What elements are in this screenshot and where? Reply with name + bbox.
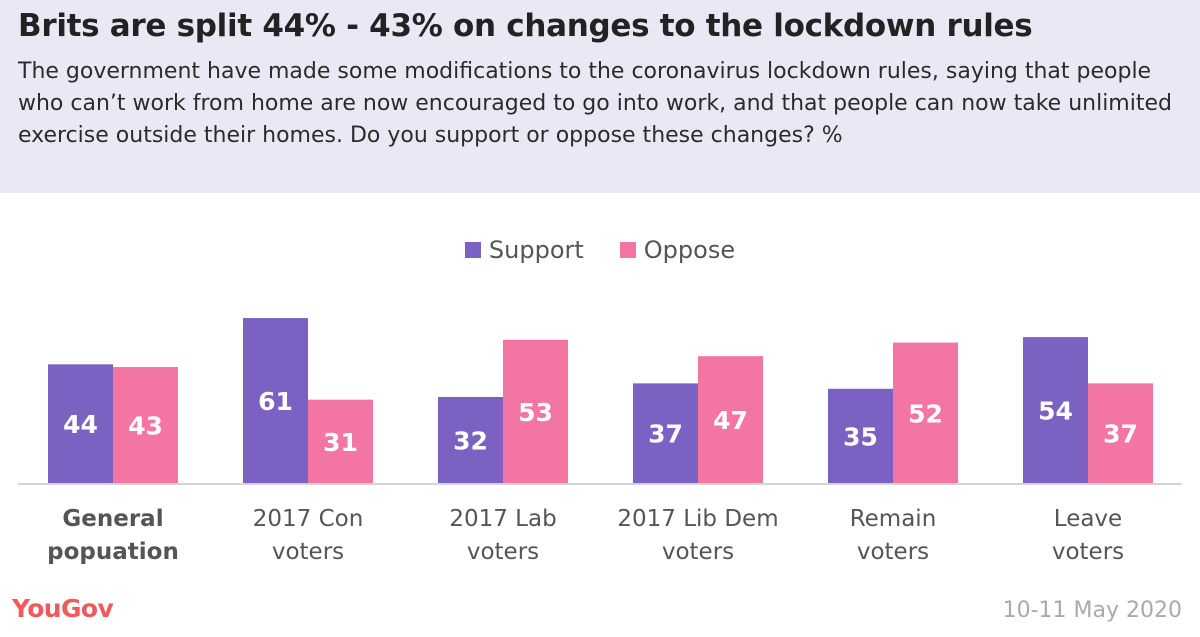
value-label-oppose-2017-con-voters: 31 [323, 428, 358, 457]
bars-group: 44 43 61 31 32 53 37 47 35 52 54 37 [48, 318, 1153, 484]
bar-oppose-remain-voters [893, 342, 958, 484]
bar-support-2017-lab-voters [438, 396, 503, 484]
chart-subtitle: The government have made some modificati… [18, 59, 1172, 148]
bar-support-2017-lib-dem-voters [633, 383, 698, 484]
bar-oppose-2017-con-voters [308, 399, 373, 484]
bar-oppose-leave-voters [1088, 383, 1153, 484]
legend-label-oppose: Oppose [643, 236, 736, 264]
bar-oppose-2017-lab-voters [503, 339, 568, 484]
value-label-support-2017-con-voters: 61 [258, 387, 293, 416]
category-label-leave-voters-line1: Leave [1054, 506, 1122, 532]
legend-label-support: Support [488, 236, 584, 264]
category-label-2017-lab-voters-line1: 2017 Lab [449, 506, 556, 532]
category-label-2017-lab-voters-line2: voters [467, 539, 539, 565]
category-label-leave-voters-line2: voters [1052, 539, 1124, 565]
value-label-oppose-general-popuation: 43 [128, 412, 163, 441]
bar-support-general-popuation [48, 364, 113, 484]
legend-item-oppose: Oppose [619, 236, 736, 264]
category-label-2017-lib-dem-voters-line2: voters [662, 539, 734, 565]
value-label-oppose-2017-lib-dem-voters: 47 [713, 406, 748, 435]
chart-title: Brits are split 44% - 43% on changes to … [18, 8, 1033, 44]
value-label-support-general-popuation: 44 [63, 410, 98, 439]
header-banner: Brits are split 44% - 43% on changes to … [0, 0, 1200, 193]
category-label-general-popuation-line2: popuation [47, 539, 179, 565]
category-label-remain-voters-line1: Remain [850, 506, 937, 532]
category-label-2017-lib-dem-voters-line1: 2017 Lib Dem [617, 506, 778, 532]
value-label-support-leave-voters: 54 [1038, 397, 1073, 426]
bar-support-leave-voters [1023, 337, 1088, 484]
legend-swatch-oppose [619, 242, 636, 258]
category-label-remain-voters-line2: voters [857, 539, 929, 565]
value-label-oppose-leave-voters: 37 [1103, 420, 1138, 449]
bar-oppose-2017-lib-dem-voters [698, 356, 763, 484]
value-label-support-2017-lab-voters: 32 [453, 426, 488, 455]
category-labels-group: General popuation 2017 Con voters 2017 Lab vo… [47, 506, 1124, 565]
value-label-support-remain-voters: 35 [843, 422, 878, 451]
bar-support-2017-con-voters [243, 318, 308, 484]
bar-oppose-general-popuation [113, 367, 178, 484]
value-label-oppose-remain-voters: 52 [908, 399, 943, 428]
category-label-2017-con-voters-line2: voters [272, 539, 344, 565]
legend-item-support: Support [464, 236, 584, 264]
category-label-2017-con-voters-line1: 2017 Con [253, 506, 364, 532]
value-label-support-2017-lib-dem-voters: 37 [648, 420, 683, 449]
category-label-general-popuation-line1: General [62, 506, 163, 532]
value-label-oppose-2017-lab-voters: 53 [518, 398, 553, 427]
fieldwork-date: 10-11 May 2020 [1002, 598, 1182, 623]
legend: Support Oppose [0, 236, 1200, 264]
bar-support-remain-voters [828, 388, 893, 484]
legend-swatch-support [464, 242, 481, 258]
yougov-logo: YouGov [12, 594, 114, 623]
